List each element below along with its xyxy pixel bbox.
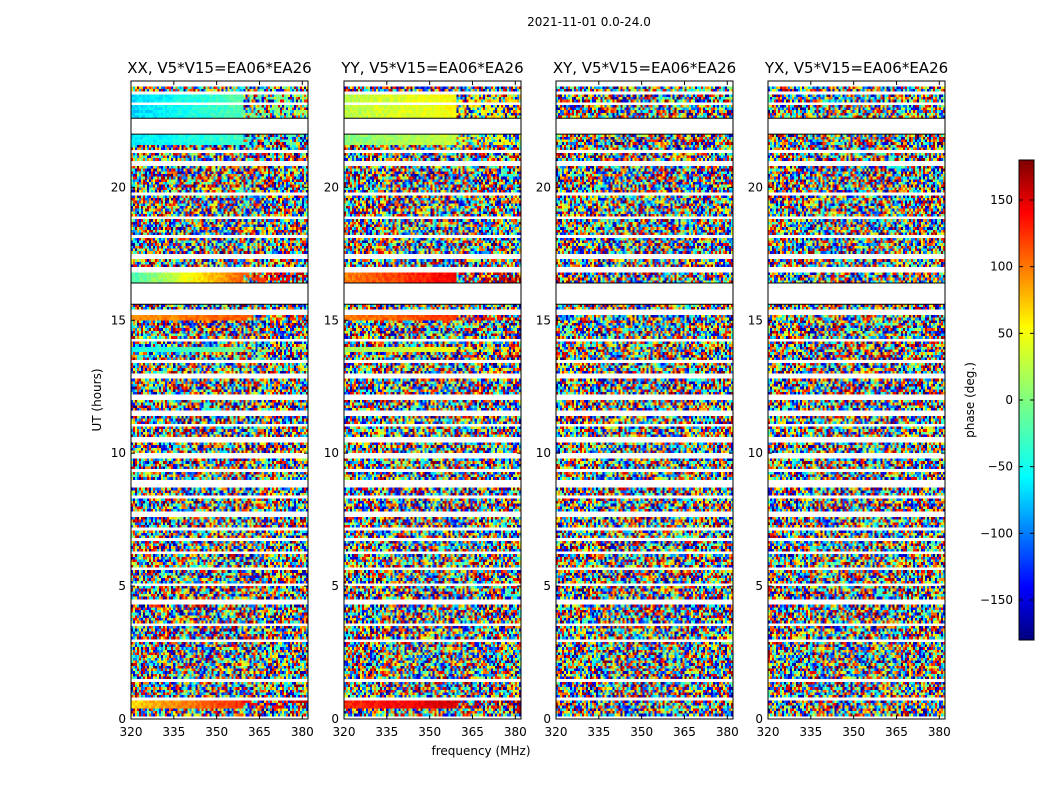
colorbar-tick-label: 50 [998, 326, 1013, 340]
colorbar-tick-label: 0 [1005, 393, 1013, 407]
y-axis-label: UT (hours) [90, 368, 104, 431]
panel-xx: XX, V5*V15=EA06*EA26 320 335 350 365 380 0 5 10 1… [90, 59, 314, 739]
figure-title: 2021-11-01 0.0-24.0 [527, 15, 651, 29]
x-axis-label: frequency (MHz) [431, 744, 530, 758]
x-tick-label: 380 [504, 725, 527, 739]
x-tick-label: 365 [673, 725, 696, 739]
axes-frame [555, 80, 734, 720]
x-tick-label: 350 [205, 725, 228, 739]
x-tick-label: 365 [461, 725, 484, 739]
heatmap-image [344, 81, 521, 719]
y-tick-label: 0 [331, 712, 339, 726]
y-tick-label: 5 [331, 579, 339, 593]
colorbar-tick-label: 150 [990, 193, 1013, 207]
x-tick-label: 320 [545, 725, 568, 739]
panel-xy: XY, V5*V15=EA06*EA26 320 335 350 365 380 0 5 10 1… [536, 59, 739, 739]
y-tick-label: 20 [111, 180, 126, 194]
y-tick-label: 0 [755, 712, 763, 726]
y-tick-label: 0 [118, 712, 126, 726]
colorbar-label: phase (deg.) [963, 362, 977, 438]
x-tick-label: 365 [248, 725, 271, 739]
x-tick-label: 320 [333, 725, 356, 739]
y-tick-label: 5 [118, 579, 126, 593]
y-tick-label: 15 [111, 313, 126, 327]
y-tick-label: 20 [324, 180, 339, 194]
panel-yx: YX, V5*V15=EA06*EA26 320 335 350 365 380 0 5 10 1… [748, 59, 951, 739]
panels: XX, V5*V15=EA06*EA26 320 335 350 365 380 0 5 10 1… [90, 59, 951, 758]
heatmap-image [768, 81, 945, 719]
x-tick-label: 380 [716, 725, 739, 739]
y-tick-label: 5 [543, 579, 551, 593]
x-tick-label: 335 [375, 725, 398, 739]
x-tick-label: 335 [799, 725, 822, 739]
x-tick-label: 335 [162, 725, 185, 739]
panel-yy: YY, V5*V15=EA06*EA26 320 335 350 365 380 0 5 10 1… [324, 59, 531, 758]
x-tick-label: 380 [291, 725, 314, 739]
x-tick-label: 380 [928, 725, 951, 739]
colorbar-tick-label: −150 [980, 593, 1013, 607]
x-tick-label: 320 [120, 725, 143, 739]
y-tick-label: 20 [748, 180, 763, 194]
x-tick-label: 335 [587, 725, 610, 739]
panel-title: XX, V5*V15=EA06*EA26 [127, 59, 311, 77]
y-tick-label: 10 [324, 446, 339, 460]
axes-frame [767, 80, 946, 720]
y-tick-label: 20 [536, 180, 551, 194]
y-tick-label: 10 [536, 446, 551, 460]
y-tick-label: 15 [324, 313, 339, 327]
heatmap-image [556, 81, 733, 719]
y-tick-label: 15 [536, 313, 551, 327]
panel-title: YX, V5*V15=EA06*EA26 [764, 59, 948, 77]
colorbar-tick-label: 100 [990, 260, 1013, 274]
x-tick-label: 350 [630, 725, 653, 739]
y-tick-label: 15 [748, 313, 763, 327]
y-tick-label: 10 [748, 446, 763, 460]
y-tick-label: 0 [543, 712, 551, 726]
axes-frame [343, 80, 522, 720]
x-tick-label: 320 [757, 725, 780, 739]
colorbar-tick-label: −50 [988, 460, 1013, 474]
colorbar: 150 100 50 0 −50 −100 −150 phase (deg.) [963, 159, 1035, 641]
y-tick-label: 10 [111, 446, 126, 460]
colorbar-tick-label: −100 [980, 526, 1013, 540]
x-tick-label: 365 [885, 725, 908, 739]
y-tick-label: 5 [755, 579, 763, 593]
x-tick-label: 350 [418, 725, 441, 739]
axes-frame [130, 80, 309, 720]
panel-title: YY, V5*V15=EA06*EA26 [340, 59, 523, 77]
panel-title: XY, V5*V15=EA06*EA26 [553, 59, 736, 77]
heatmap-image [131, 81, 308, 719]
x-tick-label: 350 [842, 725, 865, 739]
